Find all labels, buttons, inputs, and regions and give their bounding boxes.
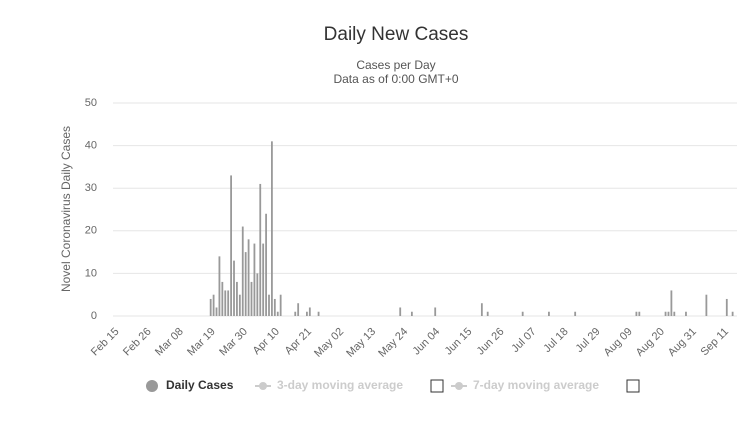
bar bbox=[486, 311, 489, 316]
legend-checkbox[interactable] bbox=[430, 379, 444, 393]
x-tick-label: Aug 31 bbox=[666, 326, 699, 359]
x-tick-label: Mar 08 bbox=[153, 326, 186, 359]
x-tick-label: Apr 21 bbox=[283, 326, 314, 357]
bar bbox=[259, 183, 262, 316]
legend-label[interactable]: 3-day moving average bbox=[277, 378, 403, 392]
chart-title: Daily New Cases bbox=[324, 24, 469, 45]
y-axis-label: Novel Coronavirus Daily Cases bbox=[59, 126, 73, 292]
bar bbox=[725, 298, 728, 316]
chart-subtitle: Cases per Day bbox=[356, 58, 435, 72]
bar bbox=[480, 303, 483, 316]
bar bbox=[276, 311, 279, 316]
bar bbox=[247, 239, 250, 316]
bar bbox=[705, 294, 708, 316]
x-tick-label: Feb 15 bbox=[89, 326, 122, 359]
bar bbox=[317, 311, 320, 316]
bar bbox=[434, 307, 437, 316]
bar bbox=[215, 307, 218, 316]
x-tick-label: May 02 bbox=[312, 326, 346, 360]
bar bbox=[268, 294, 270, 316]
x-tick-label: Jun 04 bbox=[411, 326, 443, 358]
bar bbox=[635, 311, 638, 316]
x-tick-label: Feb 26 bbox=[121, 326, 154, 359]
x-tick-label: Jul 29 bbox=[574, 326, 603, 355]
bar bbox=[227, 290, 230, 316]
legend-marker[interactable] bbox=[146, 380, 158, 392]
bar bbox=[731, 311, 734, 316]
legend-checkbox[interactable] bbox=[626, 379, 640, 393]
y-tick-label: 10 bbox=[85, 267, 97, 279]
bar bbox=[238, 294, 241, 316]
x-tick-label: Aug 20 bbox=[634, 326, 667, 359]
chart-subtitle: Data as of 0:00 GMT+0 bbox=[333, 72, 458, 86]
bar bbox=[308, 307, 311, 316]
bar bbox=[548, 311, 550, 316]
bar bbox=[638, 311, 641, 316]
bar bbox=[294, 311, 297, 316]
bar bbox=[241, 226, 244, 316]
bar bbox=[271, 141, 273, 316]
y-tick-label: 30 bbox=[85, 182, 97, 194]
bar bbox=[306, 311, 308, 316]
y-tick-label: 50 bbox=[85, 97, 97, 109]
bar bbox=[236, 281, 238, 316]
bar bbox=[667, 311, 670, 316]
y-tick-label: 40 bbox=[85, 140, 97, 152]
x-tick-label: Aug 09 bbox=[602, 326, 635, 359]
legend-label[interactable]: 7-day moving average bbox=[473, 378, 599, 392]
bar bbox=[521, 311, 524, 316]
bar bbox=[297, 303, 300, 316]
x-tick-label: Mar 30 bbox=[217, 326, 250, 359]
x-tick-label: Jul 07 bbox=[509, 326, 538, 355]
bar bbox=[279, 294, 282, 316]
x-tick-label: Mar 19 bbox=[185, 326, 218, 359]
legend-label[interactable]: Daily Cases bbox=[166, 378, 234, 392]
legend-marker[interactable] bbox=[455, 382, 463, 390]
bar bbox=[212, 294, 215, 316]
bar bbox=[262, 243, 265, 316]
bar bbox=[265, 213, 267, 316]
x-tick-label: Jul 18 bbox=[541, 326, 570, 355]
bar bbox=[244, 252, 247, 316]
y-tick-label: 20 bbox=[85, 225, 97, 237]
bar bbox=[685, 311, 687, 316]
legend-marker[interactable] bbox=[259, 382, 267, 390]
x-tick-label: Sep 11 bbox=[698, 326, 731, 359]
bar bbox=[664, 311, 667, 316]
bar bbox=[273, 298, 276, 316]
x-tick-label: Jun 26 bbox=[475, 326, 507, 358]
bar bbox=[253, 243, 256, 316]
bar bbox=[574, 311, 577, 316]
x-tick-label: May 13 bbox=[344, 326, 378, 360]
bar bbox=[224, 290, 227, 316]
bar bbox=[670, 290, 673, 316]
bar bbox=[250, 281, 253, 316]
bar bbox=[230, 175, 232, 316]
bar bbox=[256, 273, 259, 316]
bar bbox=[209, 298, 212, 316]
x-tick-label: Jun 15 bbox=[443, 326, 475, 358]
bar bbox=[218, 256, 221, 316]
x-tick-label: May 24 bbox=[376, 326, 410, 360]
bar bbox=[673, 311, 676, 316]
bar bbox=[233, 260, 235, 316]
bar bbox=[399, 307, 402, 316]
bar bbox=[221, 281, 224, 316]
y-tick-label: 0 bbox=[91, 310, 97, 322]
x-tick-label: Apr 10 bbox=[251, 326, 282, 357]
bar bbox=[410, 311, 413, 316]
